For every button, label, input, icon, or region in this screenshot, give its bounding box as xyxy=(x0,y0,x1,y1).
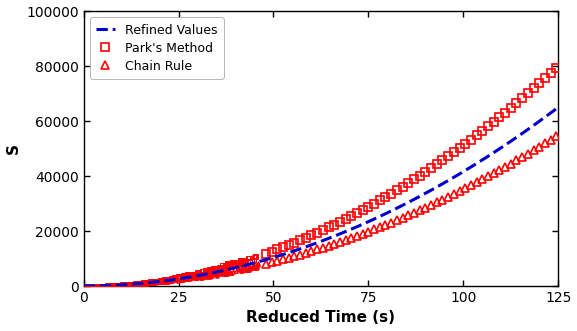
Chain Rule xyxy=(365,230,372,234)
Park's Method xyxy=(263,252,269,256)
Refined Values xyxy=(555,105,562,109)
Chain Rule xyxy=(439,198,446,202)
Refined Values xyxy=(129,282,136,286)
Refined Values xyxy=(289,249,296,253)
Park's Method xyxy=(399,185,406,189)
Line: Chain Rule: Chain Rule xyxy=(262,132,560,267)
Park's Method xyxy=(530,86,537,90)
Park's Method xyxy=(451,150,458,154)
Park's Method xyxy=(439,158,446,162)
X-axis label: Reduced Time (s): Reduced Time (s) xyxy=(246,310,395,325)
Refined Values xyxy=(406,200,413,204)
Y-axis label: S: S xyxy=(6,143,21,154)
Park's Method xyxy=(365,205,372,209)
Refined Values xyxy=(450,175,457,179)
Park's Method xyxy=(553,66,560,70)
Chain Rule xyxy=(451,192,458,196)
Chain Rule xyxy=(285,256,292,260)
Refined Values xyxy=(272,255,279,259)
Chain Rule xyxy=(399,216,406,220)
Chain Rule xyxy=(530,148,537,152)
Chain Rule xyxy=(263,262,269,266)
Refined Values xyxy=(459,170,466,174)
Refined Values xyxy=(80,284,87,288)
Line: Refined Values: Refined Values xyxy=(84,107,559,286)
Park's Method xyxy=(285,243,292,247)
Line: Park's Method: Park's Method xyxy=(262,64,560,258)
Chain Rule xyxy=(553,134,560,138)
Legend: Refined Values, Park's Method, Chain Rule: Refined Values, Park's Method, Chain Rul… xyxy=(90,17,224,79)
